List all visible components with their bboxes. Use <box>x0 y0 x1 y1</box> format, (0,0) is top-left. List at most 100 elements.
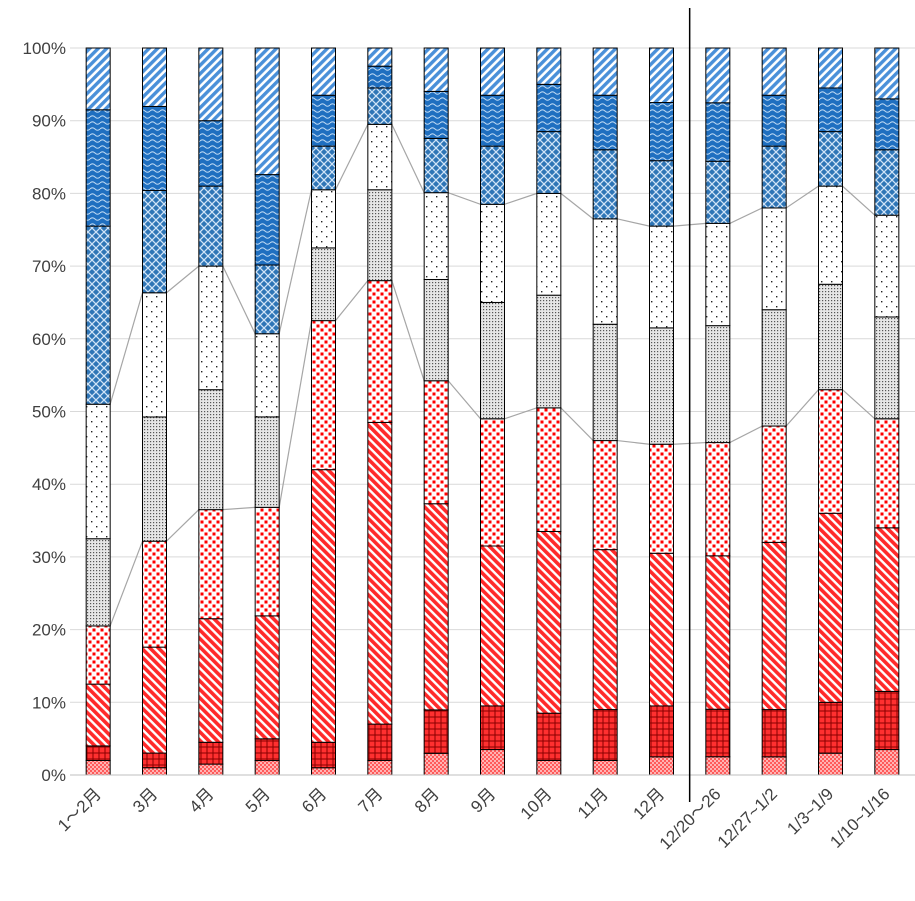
x-tick-label: 7月 <box>355 784 387 816</box>
bar-segment <box>536 192 562 296</box>
x-tick-label: 4月 <box>186 784 218 816</box>
bar-segment <box>536 712 562 761</box>
bar-segment <box>761 541 787 711</box>
bar-segment <box>423 47 449 92</box>
bar-segment <box>198 509 224 620</box>
bar-segment <box>85 403 111 540</box>
bar-segment <box>254 760 280 776</box>
bar-segment <box>85 683 111 747</box>
bar-segment <box>423 90 449 139</box>
bar-segment <box>874 527 900 692</box>
y-tick-label: 80% <box>32 184 66 203</box>
bar-segment <box>423 192 449 280</box>
bar-segment <box>311 189 336 249</box>
bar-segment <box>367 280 393 423</box>
bar-segment <box>311 94 336 147</box>
bar-segment <box>536 407 562 532</box>
bar-segment <box>818 283 843 391</box>
bar-segment <box>198 763 224 776</box>
y-tick-label: 50% <box>32 403 66 422</box>
bar-segment <box>367 65 393 89</box>
x-tick-label: 8月 <box>411 784 443 816</box>
bar-segment <box>254 416 280 508</box>
bar-segment <box>423 380 449 505</box>
bar-segment <box>311 145 336 191</box>
bar-segment <box>818 185 843 285</box>
bar-segment <box>705 325 731 444</box>
bar-segment <box>874 690 900 751</box>
bar-segment <box>818 131 843 187</box>
bar-segment <box>198 265 224 391</box>
bar-segment <box>874 749 900 776</box>
bar-segment <box>761 309 787 427</box>
bar-segment <box>480 94 505 147</box>
bar-segment <box>705 102 731 162</box>
bar-segment <box>874 149 900 216</box>
bar-segment <box>423 137 449 194</box>
bar-segment <box>536 759 562 776</box>
bar-segment <box>423 278 449 382</box>
x-tick-label: 10月 <box>517 784 556 823</box>
bar-segment <box>649 102 674 162</box>
bar-segment <box>367 759 393 776</box>
bar-segment <box>705 442 731 557</box>
x-tick-label: 6月 <box>298 784 330 816</box>
bar-segment <box>592 759 618 776</box>
bar-segment <box>142 47 167 107</box>
bar-segment <box>592 218 618 325</box>
x-tick-label: 3月 <box>129 784 161 816</box>
y-tick-label: 0% <box>41 766 66 785</box>
bar-segment <box>818 512 843 703</box>
y-tick-label: 60% <box>32 330 66 349</box>
bar-segment <box>142 767 167 776</box>
bar-segment <box>142 646 167 754</box>
bar-segment <box>592 47 618 96</box>
bar-segment <box>311 320 336 471</box>
bar-segment <box>592 323 618 442</box>
bar-segment <box>480 145 505 205</box>
bar-segment <box>592 149 618 220</box>
bar-segment <box>480 418 505 547</box>
bar-segment <box>818 701 843 754</box>
bar-segment <box>761 94 787 147</box>
bar-segment <box>649 225 674 329</box>
bar-segment <box>761 709 787 758</box>
bar-segment <box>818 389 843 514</box>
y-axis: 0% 10% 20% 30% 40% 50% 60% 70% 80% 90% 100% <box>23 39 66 785</box>
bar-segment <box>254 174 280 266</box>
bar-segment <box>705 708 731 758</box>
y-tick-label: 30% <box>32 548 66 567</box>
bar-segment <box>761 207 787 311</box>
bar-segment <box>254 615 280 740</box>
bar-segment <box>423 503 449 711</box>
bar-segment <box>536 294 562 409</box>
bar-segment <box>649 705 674 758</box>
bar-segment <box>818 47 843 89</box>
y-tick-label: 10% <box>32 693 66 712</box>
bar-segment <box>818 87 843 133</box>
bar-segment <box>198 47 224 122</box>
bar-segment <box>480 203 505 303</box>
x-tick-label: 1/3~1/9 <box>783 784 837 838</box>
bar-segment <box>85 538 111 627</box>
bar-segment <box>142 416 167 542</box>
bar-segment <box>367 189 393 282</box>
x-tick-label: 12/27~1/2 <box>714 784 781 851</box>
y-tick-label: 90% <box>32 112 66 131</box>
bar-segment <box>480 545 505 707</box>
bar-segment <box>85 759 111 776</box>
bar-segment <box>311 741 336 769</box>
bar-segment <box>423 709 449 754</box>
bar-segment <box>480 749 505 776</box>
bar-segment <box>142 189 167 294</box>
bar-segment <box>536 83 562 133</box>
bar-segment <box>254 506 280 617</box>
bar-segment <box>874 214 900 318</box>
bar-segment <box>85 47 111 111</box>
bar-segment <box>367 723 393 761</box>
bar-segment <box>254 264 280 335</box>
bar-segment <box>254 47 280 176</box>
x-axis: 1～2月 3月 4月 5月 6月 7月 8月 9月 10月 11月 12月12/20～2612/27… <box>54 774 915 853</box>
bar-segment <box>85 745 111 761</box>
bar-segment <box>198 185 224 267</box>
